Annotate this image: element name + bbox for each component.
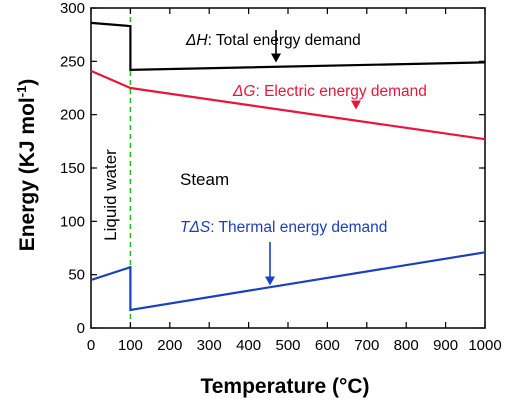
y-tick-label: 0 (77, 320, 85, 337)
arrow-head-dH (271, 53, 281, 63)
y-tick-label: 50 (68, 267, 85, 284)
annotation-dH: ΔH: Total energy demand (185, 32, 361, 49)
series-line-dH (90, 21, 486, 72)
y-tick-label: 200 (60, 107, 85, 124)
x-tick-label: 200 (157, 337, 182, 354)
series-line-dG (90, 69, 486, 141)
series-line-TdS (90, 251, 486, 312)
x-tick-label: 0 (87, 337, 95, 354)
annotation-dG: ΔG: Electric energy demand (232, 83, 427, 100)
x-tick-label: 300 (197, 337, 222, 354)
steam-label: Steam (180, 170, 229, 189)
x-tick-label: 400 (236, 337, 261, 354)
x-tick-label: 800 (394, 337, 419, 354)
arrow-head-dG (351, 100, 361, 110)
x-tick-label: 600 (315, 337, 340, 354)
arrow-head-TdS (265, 276, 275, 286)
y-tick-label: 150 (60, 160, 85, 177)
plot-area-border (90, 7, 486, 329)
x-axis-title: Temperature (°C) (200, 375, 369, 398)
y-tick-label: 100 (60, 213, 85, 230)
x-tick-label: 700 (354, 337, 379, 354)
annotation-TdS: TΔS: Thermal energy demand (180, 219, 387, 236)
liquid-water-label: Liquid water (101, 149, 120, 241)
y-tick-label: 300 (60, 0, 85, 17)
x-tick-label: 1000 (468, 337, 501, 354)
x-tick-label: 500 (275, 337, 300, 354)
x-tick-label: 900 (433, 337, 458, 354)
y-tick-label: 250 (60, 53, 85, 70)
y-axis-title: Energy (KJ mol-1) (14, 79, 39, 252)
x-tick-label: 100 (118, 337, 143, 354)
